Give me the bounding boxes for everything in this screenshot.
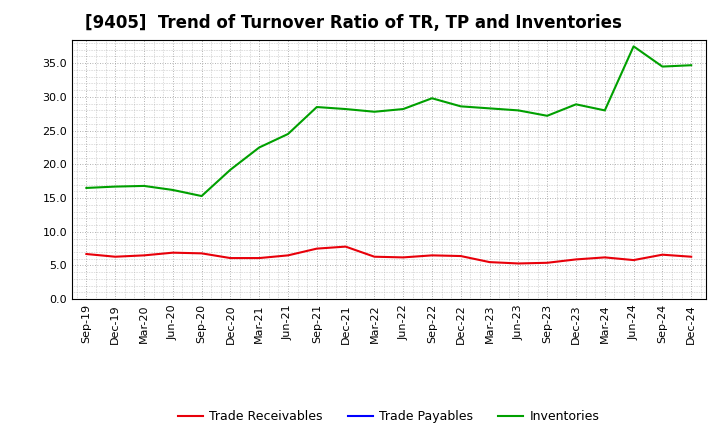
Trade Receivables [428, 253, 436, 258]
Trade Receivables [629, 257, 638, 263]
Trade Receivables [140, 253, 148, 258]
Inventories [284, 132, 292, 137]
Inventories [428, 95, 436, 101]
Trade Receivables [197, 251, 206, 256]
Trade Receivables [312, 246, 321, 251]
Inventories [140, 183, 148, 189]
Inventories [485, 106, 494, 111]
Inventories [370, 109, 379, 114]
Trade Receivables [284, 253, 292, 258]
Inventories [312, 104, 321, 110]
Trade Receivables [543, 260, 552, 265]
Inventories [399, 106, 408, 112]
Trade Receivables [485, 260, 494, 265]
Inventories [514, 108, 523, 113]
Inventories [456, 104, 465, 109]
Line: Inventories: Inventories [86, 46, 691, 196]
Inventories [168, 187, 177, 193]
Inventories [197, 194, 206, 199]
Text: [9405]  Trend of Turnover Ratio of TR, TP and Inventories: [9405] Trend of Turnover Ratio of TR, TP… [85, 15, 621, 33]
Inventories [82, 185, 91, 191]
Inventories [226, 167, 235, 172]
Inventories [543, 113, 552, 118]
Trade Receivables [514, 261, 523, 266]
Inventories [572, 102, 580, 107]
Trade Receivables [111, 254, 120, 259]
Trade Receivables [600, 255, 609, 260]
Inventories [600, 108, 609, 113]
Trade Receivables [370, 254, 379, 259]
Trade Receivables [658, 252, 667, 257]
Trade Receivables [687, 254, 696, 259]
Inventories [658, 64, 667, 69]
Trade Receivables [255, 256, 264, 261]
Trade Receivables [226, 256, 235, 261]
Inventories [111, 184, 120, 189]
Trade Receivables [456, 253, 465, 259]
Trade Receivables [572, 257, 580, 262]
Inventories [341, 106, 350, 112]
Inventories [687, 62, 696, 68]
Trade Receivables [82, 251, 91, 257]
Inventories [255, 145, 264, 150]
Trade Receivables [341, 244, 350, 249]
Trade Receivables [399, 255, 408, 260]
Legend: Trade Receivables, Trade Payables, Inventories: Trade Receivables, Trade Payables, Inven… [174, 405, 604, 428]
Trade Receivables [168, 250, 177, 255]
Line: Trade Receivables: Trade Receivables [86, 246, 691, 264]
Inventories [629, 44, 638, 49]
